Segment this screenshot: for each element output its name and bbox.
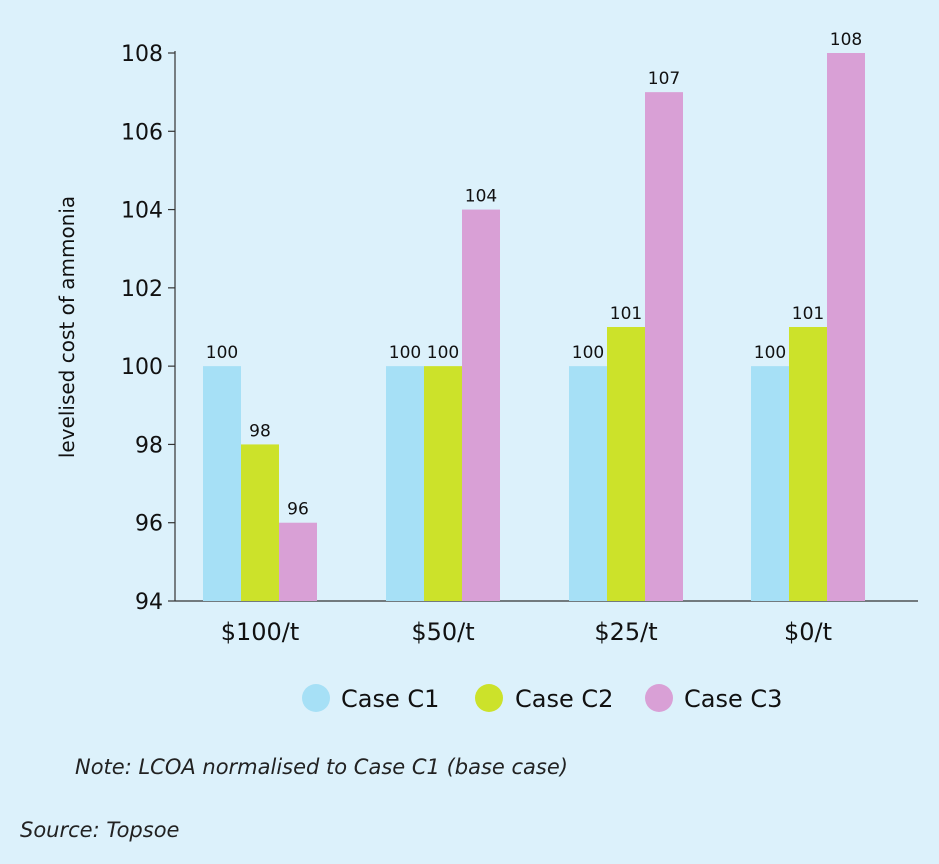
bar-value-label: 100 bbox=[754, 343, 786, 363]
bar-value-label: 107 bbox=[648, 69, 680, 89]
bar-case-c3 bbox=[279, 522, 317, 601]
y-tick-label: 108 bbox=[121, 42, 163, 67]
y-axis-label: levelised cost of ammonia bbox=[55, 196, 79, 458]
legend-swatch bbox=[645, 684, 673, 712]
x-category-label: $100/t bbox=[221, 618, 300, 646]
y-tick-label: 102 bbox=[121, 277, 163, 302]
bar-case-c1 bbox=[386, 366, 424, 601]
bar-value-label: 98 bbox=[249, 421, 271, 441]
bar-case-c3 bbox=[645, 92, 683, 602]
bar-case-c1 bbox=[203, 366, 241, 601]
legend-swatch bbox=[302, 684, 330, 712]
legend-label: Case C2 bbox=[515, 685, 613, 713]
bar-value-label: 100 bbox=[427, 343, 459, 363]
bar-case-c1 bbox=[751, 366, 789, 601]
y-tick-label: 100 bbox=[121, 355, 163, 380]
bar-value-label: 100 bbox=[206, 343, 238, 363]
bar-value-label: 101 bbox=[792, 304, 824, 324]
x-category-label: $50/t bbox=[411, 618, 474, 646]
y-tick-label: 98 bbox=[135, 433, 163, 458]
y-tick-label: 106 bbox=[121, 120, 163, 145]
legend-label: Case C3 bbox=[684, 685, 782, 713]
bar-case-c2 bbox=[424, 366, 462, 601]
bar-value-label: 104 bbox=[465, 187, 497, 207]
bar-value-label: 100 bbox=[572, 343, 604, 363]
bar-case-c2 bbox=[241, 444, 279, 601]
x-category-label: $25/t bbox=[594, 618, 657, 646]
legend-label: Case C1 bbox=[341, 685, 439, 713]
bar-value-label: 108 bbox=[830, 30, 862, 50]
chart-source: Source: Topsoe bbox=[20, 818, 180, 842]
bar-case-c2 bbox=[607, 327, 645, 601]
bar-case-c3 bbox=[827, 53, 865, 601]
y-tick-label: 96 bbox=[135, 512, 163, 537]
bar-case-c1 bbox=[569, 366, 607, 601]
bar-case-c2 bbox=[789, 327, 827, 601]
bar-value-label: 100 bbox=[389, 343, 421, 363]
chart-note: Note: LCOA normalised to Case C1 (base c… bbox=[75, 755, 568, 779]
x-category-label: $0/t bbox=[784, 618, 832, 646]
bar-value-label: 96 bbox=[287, 500, 309, 520]
y-tick-label: 94 bbox=[135, 590, 163, 615]
bar-case-c3 bbox=[462, 209, 500, 602]
legend-swatch bbox=[475, 684, 503, 712]
bar-value-label: 101 bbox=[610, 304, 642, 324]
y-tick-label: 104 bbox=[121, 199, 163, 224]
